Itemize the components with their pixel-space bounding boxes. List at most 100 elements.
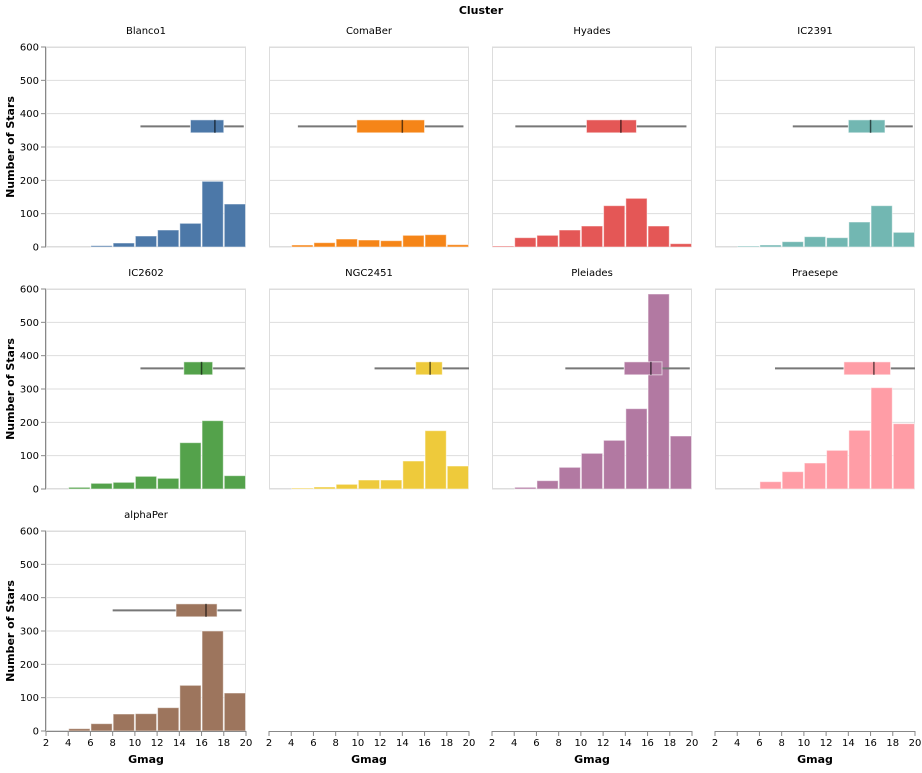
y-tick-label: 100	[20, 693, 39, 704]
histogram-bar	[781, 471, 804, 490]
facet-title: Pleiades	[571, 268, 613, 279]
histogram-bar	[514, 237, 537, 248]
x-tick-label: 2	[266, 738, 272, 749]
y-axis-title: Number of Stars	[4, 96, 17, 198]
x-tick-label: 10	[575, 738, 588, 749]
boxplot-box	[623, 361, 663, 376]
histogram-bar	[90, 245, 113, 248]
x-tick-label: 14	[396, 738, 409, 749]
x-tick-label: 12	[374, 738, 387, 749]
x-tick-label: 14	[842, 738, 855, 749]
histogram-bar	[514, 486, 537, 490]
histogram-bar	[848, 429, 871, 490]
x-tick-label: 20	[463, 738, 476, 749]
histogram-bar	[870, 205, 893, 248]
y-tick-label: 500	[20, 318, 39, 329]
histogram-bar	[134, 475, 158, 490]
y-tick-label: 300	[20, 385, 39, 396]
y-tick-label: 0	[33, 727, 39, 738]
x-tick-label: 8	[332, 738, 338, 749]
histogram-bar	[112, 481, 135, 490]
x-axis: 2 4 6 8 10 12 14 16 18 20 Gmag	[712, 731, 922, 766]
boxplot-box	[843, 361, 892, 376]
x-tick-label: 10	[352, 738, 365, 749]
histogram-bar	[424, 234, 447, 248]
histogram-bar	[112, 242, 135, 248]
histogram-bar	[625, 408, 648, 490]
histogram-bar	[380, 479, 403, 490]
y-tick-label: 400	[20, 593, 39, 604]
y-tick-label: 400	[20, 109, 39, 120]
facet-panel-hyades: Hyades	[492, 26, 692, 248]
x-tick-label: 8	[555, 738, 561, 749]
x-axis: 2 4 6 8 10 12 14 16 18 20 Gmag	[266, 731, 476, 766]
histogram-bar	[647, 225, 670, 248]
y-tick-label: 300	[20, 627, 39, 638]
x-tick-label: 16	[418, 738, 431, 749]
facet-panel-alphaper: alphaPer	[46, 510, 246, 732]
x-tick-label: 18	[886, 738, 899, 749]
x-tick-label: 12	[151, 738, 164, 749]
histogram-bar	[580, 225, 604, 248]
histogram-bar	[157, 707, 180, 732]
histogram-bar	[781, 241, 804, 248]
x-tick-label: 2	[43, 738, 49, 749]
histogram-bar	[402, 234, 425, 248]
facet-title: Praesepe	[792, 268, 838, 279]
histogram-bar	[313, 486, 336, 490]
histogram-bar	[826, 449, 849, 490]
x-tick-label: 8	[109, 738, 115, 749]
histogram-bar	[870, 387, 893, 490]
histogram-bar	[223, 203, 246, 248]
boxplot-box	[183, 361, 214, 376]
y-tick-label: 100	[20, 209, 39, 220]
histogram-bar	[536, 480, 559, 490]
x-tick-label: 18	[440, 738, 453, 749]
x-axis-title: Gmag	[797, 753, 833, 766]
x-tick-label: 6	[310, 738, 316, 749]
x-axis: 2 4 6 8 10 12 14 16 18 20 Gmag	[489, 731, 698, 766]
facet-panel-ic2602: IC2602	[46, 268, 246, 490]
boxplot-box	[175, 603, 218, 618]
histogram-bar	[759, 244, 782, 248]
y-tick-label: 600	[20, 43, 39, 54]
histogram-bar	[536, 234, 559, 248]
histogram-bar	[892, 423, 915, 490]
y-tick-label: 600	[20, 527, 39, 538]
histogram-bar	[357, 479, 381, 490]
x-axis-title: Gmag	[574, 753, 610, 766]
facet-panel-ic2391: IC2391	[715, 26, 915, 248]
histogram-bar	[558, 229, 581, 248]
histogram-bar	[134, 235, 158, 248]
histogram-bar	[291, 244, 314, 248]
histogram-bar	[291, 487, 314, 490]
facet-title: NGC2451	[345, 268, 393, 279]
x-tick-label: 16	[641, 738, 654, 749]
histogram-bar	[201, 180, 224, 248]
y-tick-label: 200	[20, 176, 39, 187]
histogram-bar	[737, 245, 760, 248]
x-tick-label: 20	[909, 738, 922, 749]
histogram-bar	[157, 477, 180, 490]
x-tick-label: 4	[511, 738, 517, 749]
histogram-bar	[112, 713, 135, 732]
facet-title: Hyades	[573, 26, 610, 37]
facet-panel-ngc2451: NGC2451	[269, 268, 469, 490]
histogram-bar	[90, 723, 113, 732]
facet-panel-pleiades: Pleiades	[492, 268, 692, 490]
histogram-bar	[179, 222, 202, 248]
y-axis: 0 100 200 300 400 500 600 Number of Stars	[4, 285, 46, 496]
boxplot-box	[189, 119, 225, 134]
x-tick-label: 14	[619, 738, 632, 749]
facet-title: Blanco1	[126, 26, 166, 37]
histogram-bar	[558, 466, 581, 490]
histogram-bar	[223, 475, 246, 490]
y-tick-label: 100	[20, 451, 39, 462]
histogram-bar	[759, 481, 782, 490]
facet-panel-comaber: ComaBer	[269, 26, 469, 248]
x-tick-label: 6	[533, 738, 539, 749]
chart-title: Cluster	[459, 4, 504, 17]
y-axis-title: Number of Stars	[4, 580, 17, 682]
